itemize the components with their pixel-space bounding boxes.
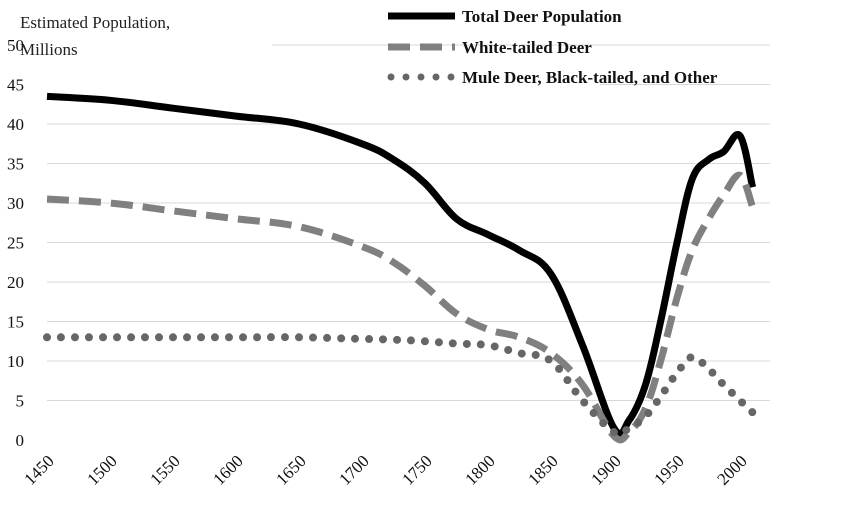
y-tick-label: 50 — [7, 36, 24, 55]
x-tick-label: 1450 — [20, 451, 57, 488]
y-tick-label: 35 — [7, 155, 24, 174]
legend-label-mule: Mule Deer, Black-tailed, and Other — [462, 68, 718, 87]
x-tick-label: 1550 — [146, 451, 183, 488]
series-lines — [43, 92, 757, 444]
y-tick-label: 5 — [16, 392, 25, 411]
y-tick-label: 40 — [7, 115, 24, 134]
y-tick-label: 25 — [7, 234, 24, 253]
y-tick-label: 0 — [16, 431, 25, 450]
y-axis-label-line-2: Millions — [20, 40, 78, 59]
x-tick-label: 1600 — [209, 451, 246, 488]
y-axis-ticks: 0 5 10 15 20 25 30 35 40 45 50 — [7, 36, 24, 450]
legend-label-white-tailed: White-tailed Deer — [462, 38, 592, 57]
series-line-total — [46, 92, 757, 438]
x-axis-ticks: 1450 1500 1550 1600 1650 1700 1750 1800 1850 1900… — [20, 451, 750, 488]
x-tick-label: 1700 — [335, 451, 372, 488]
y-tick-label: 20 — [7, 273, 24, 292]
y-tick-label: 15 — [7, 313, 24, 332]
y-tick-label: 10 — [7, 352, 24, 371]
x-tick-label: 1950 — [650, 451, 687, 488]
series-line-mule — [43, 333, 757, 438]
x-tick-label: 1850 — [524, 451, 561, 488]
legend-label-total: Total Deer Population — [462, 7, 622, 26]
legend: Total Deer Population White-tailed Deer … — [387, 7, 718, 87]
y-tick-label: 45 — [7, 76, 24, 95]
series-line-white-tailed — [46, 171, 756, 444]
x-tick-label: 1900 — [587, 451, 624, 488]
y-tick-label: 30 — [7, 194, 24, 213]
y-axis-label-line-1: Estimated Population, — [20, 13, 170, 32]
x-tick-label: 1650 — [272, 451, 309, 488]
x-tick-label: 1750 — [398, 451, 435, 488]
grid-lines — [47, 44, 770, 401]
x-tick-label: 1500 — [83, 451, 120, 488]
x-tick-label: 1800 — [461, 451, 498, 488]
x-tick-label: 2000 — [713, 451, 750, 488]
